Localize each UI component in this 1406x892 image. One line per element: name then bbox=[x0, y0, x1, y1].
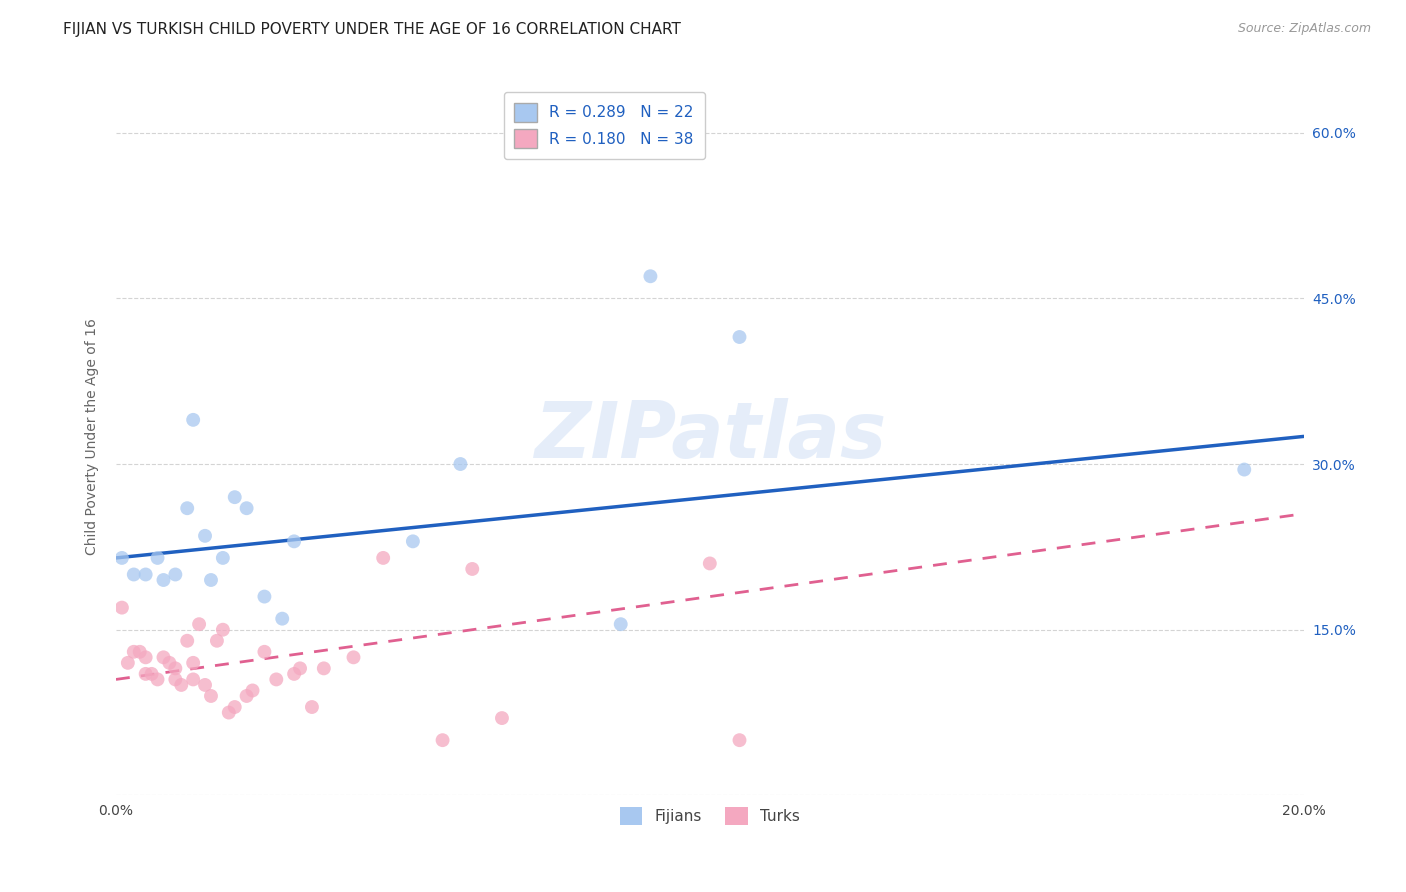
Point bbox=[373, 550, 395, 565]
Point bbox=[165, 661, 187, 675]
Point bbox=[491, 711, 513, 725]
Y-axis label: Child Poverty Under the Age of 16: Child Poverty Under the Age of 16 bbox=[86, 318, 100, 555]
Point bbox=[402, 534, 425, 549]
Point bbox=[288, 661, 311, 675]
Point bbox=[699, 557, 721, 571]
Point bbox=[181, 413, 204, 427]
Point bbox=[176, 501, 198, 516]
Point bbox=[146, 673, 169, 687]
Point bbox=[449, 457, 471, 471]
Point bbox=[111, 550, 134, 565]
Point bbox=[266, 673, 288, 687]
Point bbox=[728, 330, 751, 344]
Point bbox=[157, 656, 180, 670]
Point bbox=[609, 617, 631, 632]
Point bbox=[235, 689, 257, 703]
Point bbox=[432, 733, 454, 747]
Point bbox=[205, 633, 228, 648]
Point bbox=[200, 573, 222, 587]
Point bbox=[212, 623, 235, 637]
Point bbox=[342, 650, 364, 665]
Point bbox=[235, 501, 257, 516]
Point bbox=[194, 529, 217, 543]
Point bbox=[283, 666, 305, 681]
Point bbox=[146, 550, 169, 565]
Point bbox=[188, 617, 211, 632]
Point bbox=[165, 567, 187, 582]
Text: ZIPatlas: ZIPatlas bbox=[534, 399, 886, 475]
Point bbox=[640, 269, 662, 284]
Point bbox=[152, 573, 174, 587]
Point bbox=[200, 689, 222, 703]
Point bbox=[135, 650, 157, 665]
Point bbox=[122, 645, 145, 659]
Point bbox=[224, 490, 246, 504]
Point bbox=[283, 534, 305, 549]
Point bbox=[312, 661, 335, 675]
Point bbox=[218, 706, 240, 720]
Legend: Fijians, Turks: Fijians, Turks bbox=[610, 797, 810, 834]
Point bbox=[111, 600, 134, 615]
Point bbox=[181, 656, 204, 670]
Point bbox=[212, 550, 235, 565]
Text: Source: ZipAtlas.com: Source: ZipAtlas.com bbox=[1237, 22, 1371, 36]
Point bbox=[128, 645, 150, 659]
Point bbox=[122, 567, 145, 582]
Point bbox=[135, 666, 157, 681]
Point bbox=[301, 700, 323, 714]
Point bbox=[461, 562, 484, 576]
Point bbox=[728, 733, 751, 747]
Point bbox=[271, 612, 294, 626]
Text: FIJIAN VS TURKISH CHILD POVERTY UNDER THE AGE OF 16 CORRELATION CHART: FIJIAN VS TURKISH CHILD POVERTY UNDER TH… bbox=[63, 22, 681, 37]
Point bbox=[152, 650, 174, 665]
Point bbox=[253, 590, 276, 604]
Point bbox=[242, 683, 264, 698]
Point bbox=[194, 678, 217, 692]
Point bbox=[165, 673, 187, 687]
Point bbox=[117, 656, 139, 670]
Point bbox=[1233, 462, 1256, 476]
Point bbox=[141, 666, 163, 681]
Point bbox=[135, 567, 157, 582]
Point bbox=[176, 633, 198, 648]
Point bbox=[224, 700, 246, 714]
Point bbox=[181, 673, 204, 687]
Point bbox=[253, 645, 276, 659]
Point bbox=[170, 678, 193, 692]
